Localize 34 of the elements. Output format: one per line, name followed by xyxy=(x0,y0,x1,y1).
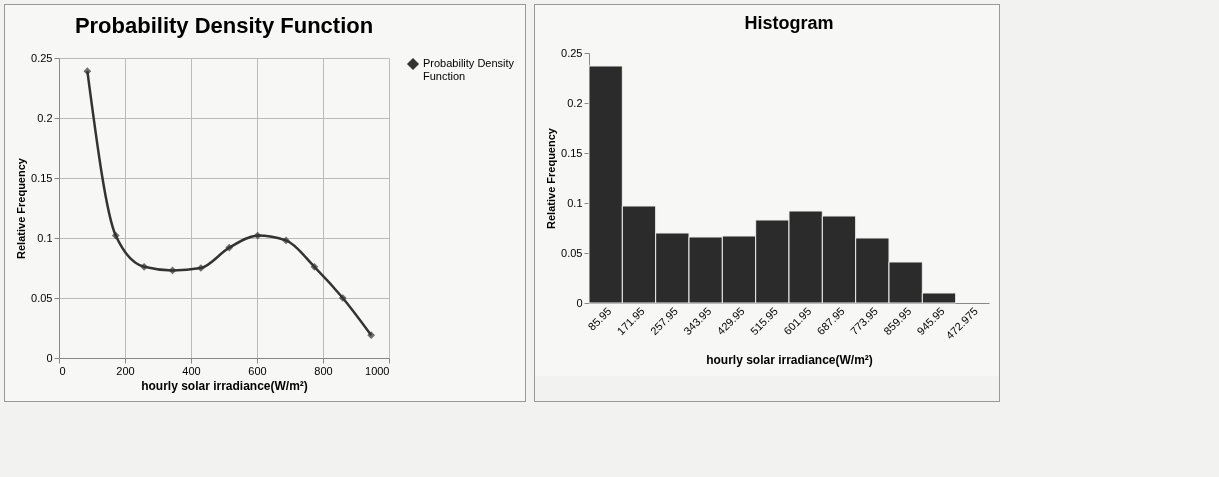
point xyxy=(140,262,148,271)
x-axis-title: hourly solar irradiance(W/m²) xyxy=(141,378,308,393)
y-tick-label: 0.2 xyxy=(37,111,53,124)
y-tick-label: 0.1 xyxy=(37,231,53,244)
y-tick-label: 0 xyxy=(46,351,53,364)
point xyxy=(338,294,347,302)
y-tick-label: 0.25 xyxy=(561,46,583,59)
legend-label: Probability Density Function xyxy=(423,57,515,82)
chart-title: Histogram xyxy=(744,13,834,33)
x-tick-label: 800 xyxy=(314,364,333,377)
point xyxy=(225,243,234,252)
y-tick-label: 0.05 xyxy=(561,246,583,259)
point xyxy=(83,67,92,76)
y-axis-title: Relative Frequency xyxy=(545,127,558,229)
point xyxy=(253,231,262,240)
x-axis-title: hourly solar irradiance(W/m²) xyxy=(706,353,873,368)
y-tick-label: 0 xyxy=(576,296,583,309)
chart-title: Probability Density Function xyxy=(74,13,374,38)
point xyxy=(367,331,376,340)
y-axis-title: Relative Frequency xyxy=(15,157,28,259)
y-tick-label: 0.1 xyxy=(567,196,583,209)
y-tick-label: 0.05 xyxy=(31,291,53,304)
point xyxy=(111,231,120,240)
x-tick-label: 600 xyxy=(248,364,267,377)
x-tick-label: 1000 xyxy=(365,364,390,377)
y-tick-label: 0.15 xyxy=(31,171,53,184)
y-tick-label: 0.25 xyxy=(31,51,53,64)
x-tick-label: 400 xyxy=(182,364,201,377)
point xyxy=(310,262,319,271)
y-tick-label: 0.15 xyxy=(561,146,583,159)
x-tick-label: 200 xyxy=(116,364,135,377)
y-tick-label: 0.2 xyxy=(567,96,583,109)
point xyxy=(282,236,290,245)
x-tick-label: 0 xyxy=(59,364,66,377)
